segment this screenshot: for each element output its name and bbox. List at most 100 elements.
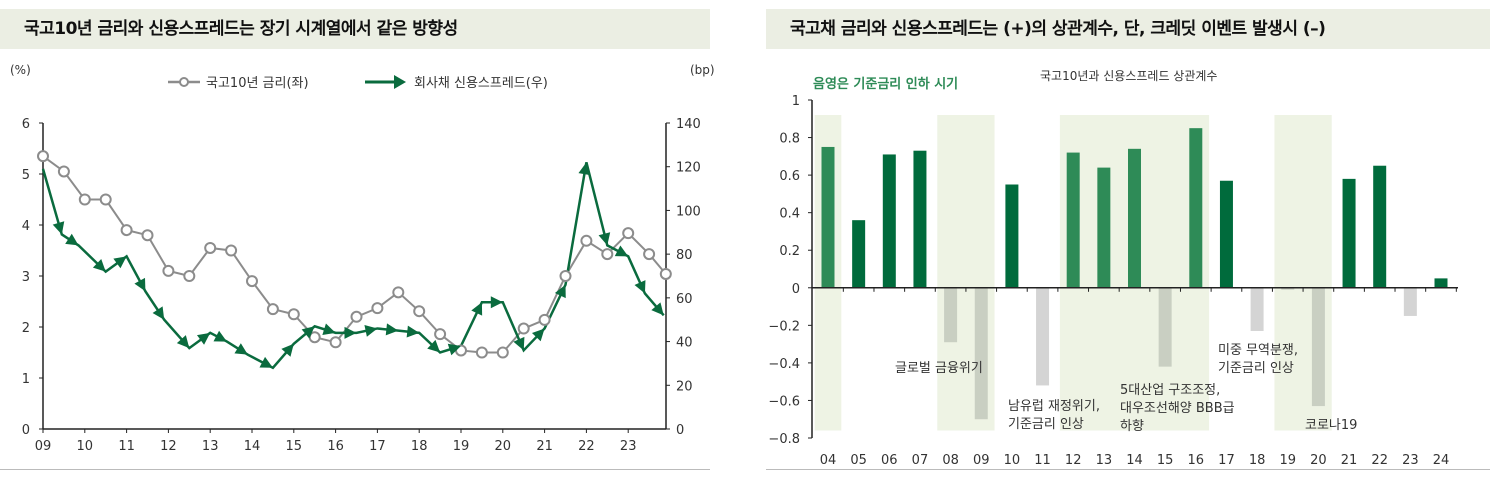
spread-arrow-point (598, 232, 611, 246)
x-tick-label: 16 (327, 439, 344, 454)
correlation-bar (1005, 184, 1019, 288)
event-annotation: 하향 (1120, 419, 1144, 434)
rate-point (99, 193, 112, 206)
spread-arrow-point (490, 296, 503, 309)
left-y-tick-label: 1 (22, 372, 30, 387)
event-annotation: 코로나19 (1305, 418, 1357, 433)
spread-arrow-point (234, 343, 248, 355)
spread-arrow-point (322, 323, 336, 335)
correlation-bar (1066, 152, 1080, 288)
x-tick-label: 06 (881, 453, 898, 468)
spread-arrow-point (634, 280, 646, 294)
x-tick-label: 13 (1096, 453, 1113, 468)
rate-point (350, 310, 363, 323)
rate-point (371, 302, 384, 315)
rate-point (246, 275, 258, 288)
correlation-bar (1097, 167, 1111, 288)
event-annotation: 5대산업 구조조정, (1120, 383, 1220, 398)
y-tick-label: 0.2 (779, 244, 800, 259)
left-y-tick-label: 4 (22, 219, 30, 234)
event-annotation: 글로벌 금융위기 (895, 361, 983, 376)
rate-point (413, 305, 426, 318)
y-tick-label: 0 (792, 282, 800, 297)
x-tick-label: 22 (578, 439, 595, 454)
rate-point (601, 248, 614, 261)
x-tick-label: 16 (1188, 453, 1205, 468)
spread-arrow-point (213, 330, 227, 342)
x-tick-label: 17 (369, 439, 386, 454)
x-tick-label: 09 (35, 439, 52, 454)
x-tick-label: 09 (973, 453, 990, 468)
event-annotation: 미중 무역분쟁, (1218, 343, 1298, 358)
left-y-tick-label: 2 (22, 321, 30, 336)
x-tick-label: 13 (202, 439, 219, 454)
y-tick-label: −0.4 (768, 357, 800, 372)
rate-point (475, 346, 488, 359)
x-tick-label: 12 (1065, 453, 1082, 468)
x-tick-label: 04 (820, 453, 837, 468)
correlation-bar (882, 154, 896, 288)
rate-point (434, 328, 447, 341)
right-y-tick-label: 140 (676, 117, 701, 132)
rate-point (183, 270, 196, 282)
correlation-bar (913, 150, 927, 288)
correlation-bar (1219, 180, 1233, 288)
spread-arrow-point (65, 233, 79, 246)
correlation-bar (1281, 287, 1295, 290)
correlation-bar (821, 146, 835, 288)
rate-point (517, 322, 530, 335)
y-tick-label: 1 (792, 94, 800, 109)
x-tick-label: 07 (912, 453, 929, 468)
spread-arrow-point (614, 245, 629, 257)
x-tick-label: 05 (850, 453, 867, 468)
spread-arrow-point (344, 326, 357, 339)
y-tick-label: −0.2 (768, 319, 800, 334)
right-y-tick-label: 80 (676, 248, 693, 263)
rate-point (141, 229, 154, 242)
spread-arrow-point (152, 306, 165, 320)
x-tick-label: 15 (286, 439, 303, 454)
correlation-bar (1036, 287, 1050, 386)
correlation-bar (1342, 178, 1356, 288)
spread-arrow-point (281, 343, 294, 357)
right-y-tick-label: 60 (676, 292, 693, 307)
rate-point (580, 234, 593, 247)
y-tick-label: 0.6 (779, 169, 800, 184)
rate-point (392, 286, 405, 299)
right-y-tick-label: 20 (676, 379, 693, 394)
legend-circle-marker (179, 77, 189, 87)
event-annotation: 대우조선해양 BBB급 (1120, 401, 1235, 416)
left-chart-title: 국고10년 금리와 신용스프레드는 장기 시계열에서 같은 방향성 (0, 9, 710, 49)
spread-arrow-point (513, 336, 525, 351)
right-y-tick-label: 40 (676, 336, 693, 351)
rate-point (225, 244, 238, 257)
x-tick-label: 22 (1371, 453, 1388, 468)
spread-arrow-point (134, 277, 146, 292)
y-tick-label: 0.8 (779, 132, 800, 147)
left-line-chart: (%) (bp) 국고10년 금리(좌) 회사채 신용스프레드(우) 01234… (10, 63, 715, 454)
spread-arrow-point (385, 323, 399, 336)
correlation-bar (1434, 278, 1448, 288)
left-y-tick-label: 5 (22, 168, 30, 183)
left-axis-unit: (%) (10, 63, 31, 77)
right-axis-unit: (bp) (690, 63, 715, 77)
event-annotation: 남유럽 재정위기, (1008, 399, 1100, 414)
rate-point (37, 150, 49, 163)
correlation-bar (974, 287, 988, 420)
spread-arrow-point (531, 328, 545, 342)
rate-point (78, 193, 91, 206)
x-tick-label: 24 (1433, 453, 1450, 468)
spread-arrow-point (301, 326, 315, 339)
x-tick-label: 19 (453, 439, 470, 454)
correlation-bar (1311, 287, 1325, 407)
y-tick-label: −0.6 (768, 394, 800, 409)
left-y-tick-label: 0 (22, 423, 30, 438)
x-tick-label: 10 (77, 439, 94, 454)
correlation-bar (1403, 287, 1417, 316)
rate-point (57, 165, 70, 178)
right-y-tick-label: 120 (676, 161, 701, 176)
rate-point (162, 264, 175, 277)
rate-point (622, 227, 635, 240)
spread-arrow-point (406, 325, 420, 338)
spread-arrow-point (196, 332, 211, 345)
